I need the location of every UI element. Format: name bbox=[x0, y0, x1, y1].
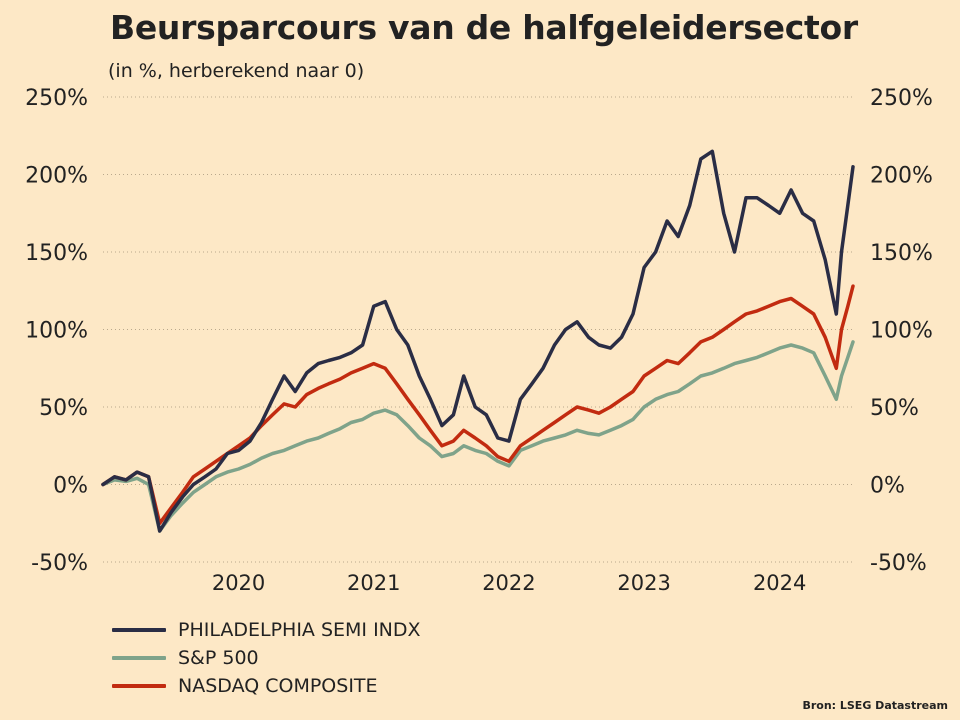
y-tick-label-left: 200% bbox=[25, 164, 88, 189]
series-line-s-p-500 bbox=[101, 340, 855, 533]
y-tick-label-right: 250% bbox=[870, 86, 933, 111]
y-tick-label-left: 250% bbox=[25, 86, 88, 111]
x-axis: 2020 2021 2022 2023 2024 bbox=[212, 571, 807, 595]
series-line-philadelphia-semi-indx bbox=[101, 149, 855, 533]
y-tick-label-left: 0% bbox=[53, 474, 88, 499]
series-line-nasdaq-composite bbox=[101, 284, 855, 526]
y-axis-left: 250% 200% 150% 100% 50% 0% -50% bbox=[25, 86, 88, 576]
x-tick-label: 2021 bbox=[347, 571, 400, 595]
y-tick-label-left: 100% bbox=[25, 319, 88, 344]
chart-title: Beursparcours van de halfgeleidersector bbox=[110, 8, 858, 47]
y-tick-label-right: 100% bbox=[870, 319, 933, 344]
legend-label-philadelphia: PHILADELPHIA SEMI INDX bbox=[178, 619, 421, 641]
y-tick-label-left: 50% bbox=[39, 396, 88, 421]
legend-item-sp500: S&P 500 bbox=[112, 644, 421, 672]
y-tick-label-right: -50% bbox=[870, 551, 927, 576]
legend-item-philadelphia: PHILADELPHIA SEMI INDX bbox=[112, 616, 421, 644]
y-tick-label-right: 200% bbox=[870, 164, 933, 189]
legend-label-nasdaq: NASDAQ COMPOSITE bbox=[178, 675, 378, 697]
y-tick-label-left: -50% bbox=[31, 551, 88, 576]
grid-lines bbox=[103, 96, 853, 563]
y-axis-right: 250% 200% 150% 100% 50% 0% -50% bbox=[870, 86, 933, 576]
x-tick-label: 2023 bbox=[617, 571, 670, 595]
legend-swatch-sp500 bbox=[112, 656, 166, 660]
legend-swatch-philadelphia bbox=[112, 628, 166, 632]
legend: PHILADELPHIA SEMI INDX S&P 500 NASDAQ CO… bbox=[112, 616, 421, 700]
chart-subtitle: (in %, herberekend naar 0) bbox=[108, 60, 365, 82]
y-tick-label-right: 50% bbox=[870, 396, 919, 421]
y-tick-label-right: 150% bbox=[870, 241, 933, 266]
y-tick-label-right: 0% bbox=[870, 474, 905, 499]
legend-label-sp500: S&P 500 bbox=[178, 647, 259, 669]
x-tick-label: 2020 bbox=[212, 571, 265, 595]
x-tick-label: 2024 bbox=[753, 571, 806, 595]
source-note: Bron: LSEG Datastream bbox=[802, 699, 948, 712]
legend-item-nasdaq: NASDAQ COMPOSITE bbox=[112, 672, 421, 700]
y-tick-label-left: 150% bbox=[25, 241, 88, 266]
x-tick-label: 2022 bbox=[482, 571, 535, 595]
legend-swatch-nasdaq bbox=[112, 684, 166, 688]
series-lines bbox=[101, 149, 855, 533]
